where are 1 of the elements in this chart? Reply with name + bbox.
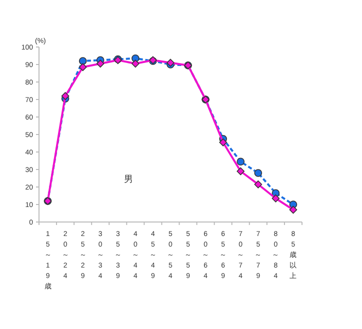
annotation: 男 bbox=[124, 174, 133, 184]
